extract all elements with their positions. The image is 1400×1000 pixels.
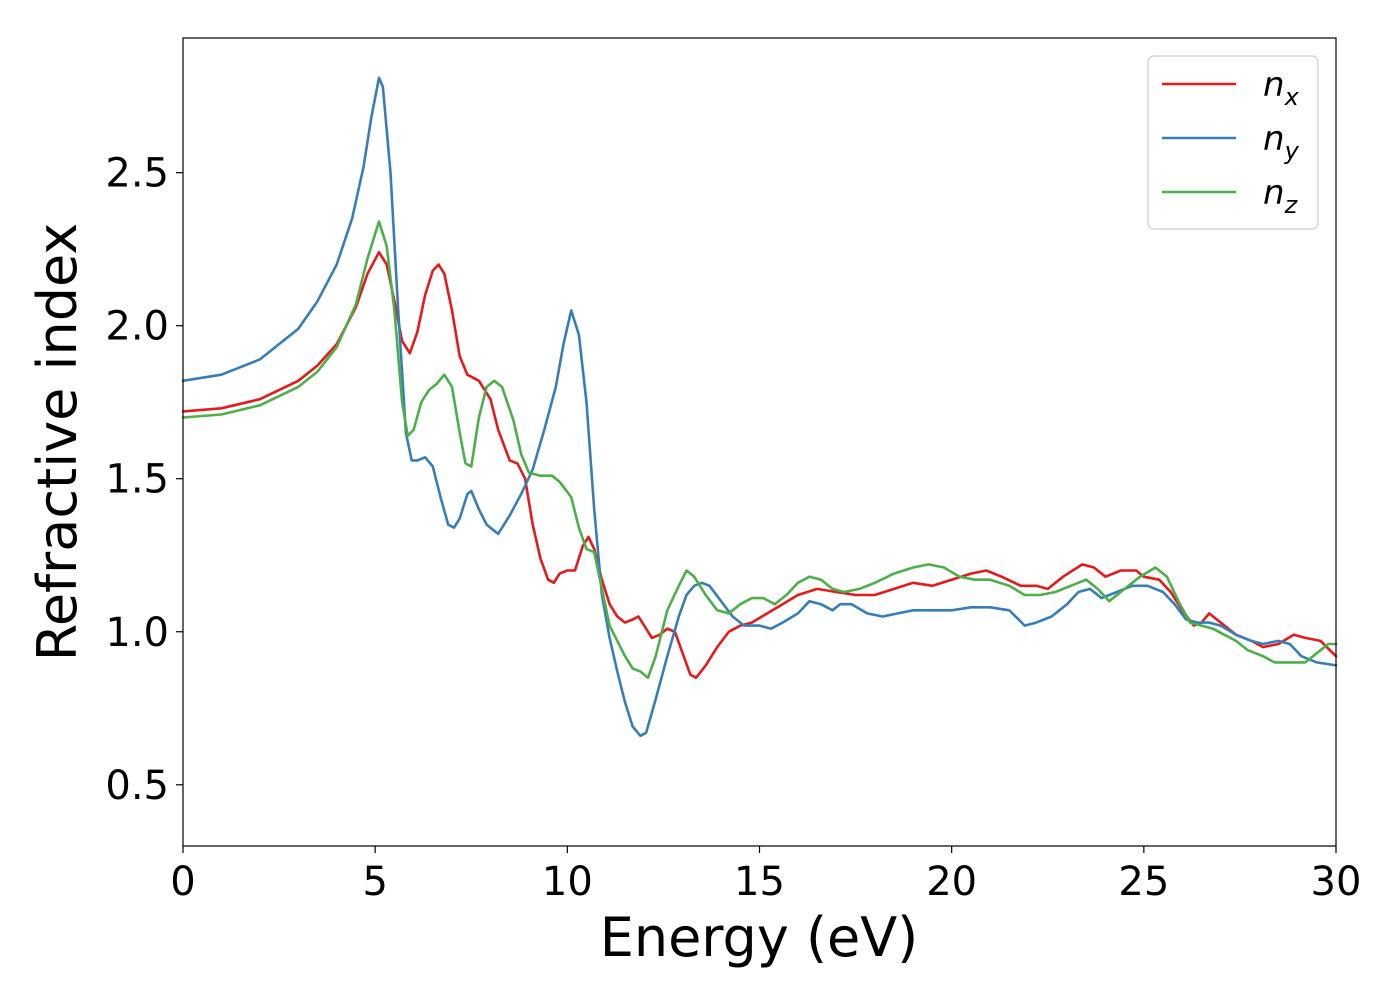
y-tick-label: 2.5 — [105, 151, 169, 197]
x-tick-label: 5 — [362, 859, 387, 905]
x-axis-label: Energy (eV) — [600, 906, 919, 969]
legend-entries: nx ny nz — [1162, 65, 1300, 219]
y-axis-label: Refractive index — [26, 223, 89, 662]
x-tick-label: 25 — [1118, 859, 1169, 905]
x-tick-label: 10 — [542, 859, 593, 905]
legend-label-nx: nx — [1263, 65, 1300, 111]
x-tick-label: 20 — [926, 859, 977, 905]
y-tick-label: 2.0 — [105, 304, 169, 350]
x-tick-label: 0 — [170, 859, 195, 905]
legend-subscript: x — [1284, 83, 1300, 111]
legend-subscript: y — [1284, 137, 1300, 165]
plot-background — [183, 38, 1336, 846]
series-layer — [181, 76, 1338, 738]
legend-label-nz: nz — [1263, 173, 1299, 219]
series-line-nz — [181, 220, 1338, 679]
legend: nx ny nz — [1147, 55, 1319, 230]
x-axis-ticks: 0 5 10 15 20 25 30 — [170, 846, 1361, 905]
y-tick-label: 1.0 — [105, 610, 169, 656]
series-line-ny — [181, 76, 1338, 738]
legend-label-ny: ny — [1263, 119, 1300, 165]
legend-subscript: z — [1284, 191, 1299, 219]
y-axis-ticks: 0.5 1.0 1.5 2.0 2.5 — [105, 151, 183, 809]
x-tick-label: 30 — [1311, 859, 1362, 905]
y-tick-label: 0.5 — [105, 763, 169, 809]
x-tick-label: 15 — [734, 859, 785, 905]
y-tick-label: 1.5 — [105, 457, 169, 503]
legend-box — [1147, 55, 1319, 230]
